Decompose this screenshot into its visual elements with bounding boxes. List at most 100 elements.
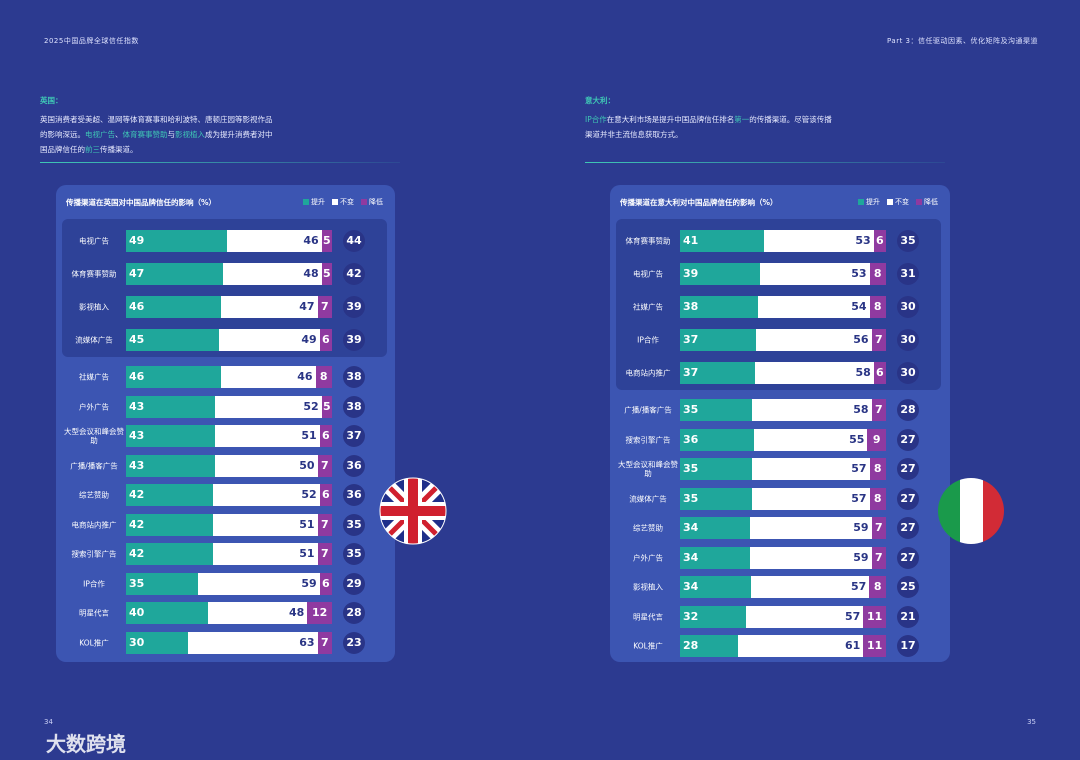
- bar-segment: [317, 296, 332, 318]
- bar-segment: [307, 602, 332, 624]
- bar-segment: [680, 329, 757, 351]
- value-label: 46: [297, 370, 313, 383]
- value-label: 48: [303, 267, 319, 280]
- value-label: 6: [321, 488, 330, 501]
- legend-label: 提升: [311, 198, 325, 206]
- bar-segment: [869, 296, 886, 318]
- value-label: 7: [874, 550, 883, 564]
- section-body: 英国消费者受美超、温网等体育赛事和哈利波特、唐顿庄园等影视作品的影响深远。电视广…: [40, 112, 276, 157]
- value-label: 57: [851, 491, 867, 505]
- net-value: 29: [343, 572, 365, 595]
- category-label: 社媒广告: [79, 372, 109, 382]
- bar-segment: [869, 458, 886, 480]
- highlight-text: 影视植入: [175, 130, 205, 139]
- category-label: 流媒体广告: [629, 494, 667, 503]
- net-value: 39: [343, 329, 365, 351]
- bar-segment: [680, 399, 753, 421]
- value-label: 46: [129, 370, 145, 383]
- category-label: 搜索引擎广告: [71, 549, 117, 559]
- bar-segment: [126, 296, 221, 318]
- value-label: 34: [683, 550, 699, 564]
- legend-label: 不变: [340, 198, 354, 206]
- bar-segment: [867, 428, 886, 451]
- body-text: 与: [167, 130, 176, 139]
- value-label: 36: [683, 432, 699, 446]
- value-label: 59: [853, 550, 869, 564]
- body-text: 的传播渠道。尽管该传播渠道并非主流信息获取方式。: [585, 115, 832, 139]
- value-label: 47: [129, 267, 145, 280]
- legend-item: 降低: [361, 197, 383, 207]
- category-label: 户外广告: [633, 553, 663, 562]
- value-label: 49: [301, 333, 317, 346]
- bar-segment: [126, 454, 215, 477]
- bar-segment: [126, 631, 188, 654]
- chart-panel: 传播渠道在意大利对中国品牌信任的影响（%）提升不变降低NET体育赛事赞助4153…: [610, 185, 950, 662]
- legend-swatch: [887, 199, 893, 205]
- value-label: 63: [299, 635, 315, 649]
- value-label: 47: [299, 300, 315, 313]
- legend-label: 提升: [866, 198, 880, 206]
- legend-swatch: [332, 199, 338, 205]
- value-label: 46: [129, 300, 145, 313]
- net-value: 36: [343, 454, 365, 477]
- divider: [40, 162, 400, 163]
- value-label: 8: [873, 491, 882, 505]
- bar-segment: [126, 329, 219, 351]
- chart-panel: 传播渠道在英国对中国品牌信任的影响（%）提升不变降低NET电视广告4946544…: [56, 185, 395, 662]
- value-label: 6: [321, 429, 330, 442]
- net-value: 30: [897, 362, 919, 384]
- value-label: 40: [129, 606, 145, 619]
- bar-segment: [126, 543, 213, 565]
- value-label: 5: [323, 234, 331, 247]
- net-value: 28: [343, 602, 365, 624]
- legend: 提升 不变 降低: [303, 197, 383, 207]
- header-right: Part 3：信任驱动因素、优化矩阵及沟通渠道: [887, 37, 1038, 45]
- value-label: 35: [129, 576, 145, 590]
- category-label: 影视植入: [79, 302, 109, 312]
- value-label: 43: [129, 458, 145, 472]
- bar-segment: [317, 543, 332, 565]
- highlight-text: 体育赛事赞助: [122, 130, 168, 139]
- bar-segment: [750, 576, 870, 598]
- net-value: 27: [897, 428, 919, 451]
- bar-segment: [319, 425, 332, 447]
- category-label: 流媒体广告: [75, 335, 113, 345]
- value-label: 7: [320, 458, 329, 472]
- net-value: 27: [897, 487, 919, 510]
- value-label: 52: [303, 399, 319, 413]
- category-label: 大型会议和峰会赞助: [64, 427, 124, 445]
- bar-segment: [756, 329, 872, 351]
- body-text: 在意大利市场是提升中国品牌信任排名: [606, 115, 735, 124]
- bar-segment: [680, 487, 753, 510]
- value-label: 42: [129, 547, 145, 560]
- category-label: 电视广告: [633, 269, 663, 279]
- bar-segment: [737, 635, 864, 657]
- value-label: 35: [683, 491, 699, 505]
- bar-segment: [315, 366, 332, 388]
- value-label: 41: [683, 234, 699, 247]
- value-label: 11: [867, 639, 883, 652]
- value-label: 8: [873, 462, 882, 475]
- bar-segment: [218, 329, 320, 351]
- value-label: 55: [849, 432, 865, 446]
- value-label: 45: [129, 333, 145, 346]
- bar-segment: [680, 296, 759, 318]
- value-label: 5: [323, 267, 331, 280]
- chart-title: 传播渠道在意大利对中国品牌信任的影响（%）: [620, 198, 778, 207]
- bar-segment: [208, 602, 308, 624]
- value-label: 7: [320, 300, 329, 313]
- net-value: 25: [897, 576, 919, 598]
- category-label: 社媒广告: [633, 302, 663, 312]
- bar-segment: [871, 517, 886, 539]
- net-value: 28: [897, 399, 919, 421]
- value-label: 42: [129, 517, 145, 531]
- highlight-text: 第一: [734, 115, 750, 124]
- uk-flag: [379, 477, 447, 545]
- bar-segment: [863, 605, 886, 628]
- italy-flag: [938, 478, 1004, 544]
- category-label: 明星代言: [79, 608, 109, 618]
- body-text: 英国消费者受美超、温网等体育赛事和哈利波特、唐顿庄园等影视作品的影响深远。: [40, 115, 273, 139]
- category-label: KOL推广: [79, 638, 109, 647]
- bar-segment: [871, 399, 886, 421]
